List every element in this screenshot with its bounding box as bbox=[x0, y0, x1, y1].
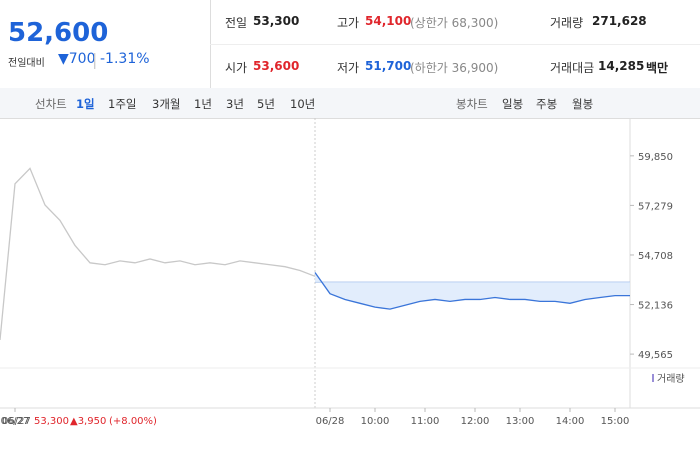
note-change: ▲3,950 bbox=[70, 416, 106, 427]
tab[interactable]: 1일 bbox=[76, 97, 95, 111]
x-tick-label: 11:00 bbox=[411, 416, 440, 427]
tab[interactable]: 10년 bbox=[290, 97, 316, 111]
stat-note: (하한가 36,900) bbox=[410, 61, 499, 75]
tab[interactable]: 5년 bbox=[257, 97, 275, 111]
y-tick-label: 49,565 bbox=[638, 350, 673, 361]
tab[interactable]: 3개월 bbox=[152, 97, 181, 111]
x-tick-label: 13:00 bbox=[506, 416, 535, 427]
x-tick-label: 15:00 bbox=[601, 416, 630, 427]
note-close: 53,300 bbox=[34, 416, 69, 427]
tab[interactable]: 월봉 bbox=[572, 97, 594, 111]
tab[interactable]: 일봉 bbox=[502, 97, 524, 111]
tab[interactable]: 3년 bbox=[226, 97, 244, 111]
divider bbox=[210, 44, 700, 45]
stat-label: 거래량 bbox=[550, 16, 584, 30]
stat-label: 저가 bbox=[337, 61, 360, 75]
stat-value: 53,600 bbox=[253, 59, 300, 73]
x-tick-label: 12:00 bbox=[461, 416, 490, 427]
change-pct: -1.31% bbox=[100, 51, 150, 67]
divider: | bbox=[92, 50, 98, 69]
stat-note: 백만 bbox=[646, 61, 669, 75]
tab-label: 봉차트 bbox=[456, 97, 488, 111]
price: 52,600 bbox=[8, 18, 109, 48]
stat-label: 시가 bbox=[225, 61, 248, 75]
x-tick-label: 06/28 bbox=[316, 416, 345, 427]
stat-note: (상한가 68,300) bbox=[410, 16, 499, 30]
note-pct: (+8.00%) bbox=[109, 416, 157, 427]
stat-label: 전일 bbox=[225, 16, 248, 30]
change: ▼700 bbox=[58, 51, 96, 67]
tab-bar: 선차트 1일 1주일 3개월 1년 3년 5년 10년 봉차트 일봉 주봉 월봉 bbox=[0, 88, 700, 119]
stat-label: 고가 bbox=[337, 16, 360, 30]
legend-swatch bbox=[652, 374, 654, 382]
y-tick-label: 57,279 bbox=[638, 201, 673, 212]
tab-label: 선차트 bbox=[35, 97, 67, 111]
y-tick-label: 52,136 bbox=[638, 301, 673, 312]
area bbox=[315, 272, 630, 310]
stat-value: 53,300 bbox=[253, 14, 300, 28]
chart: 49,565 52,136 54,708 57,279 59,850 06/27 06/28… bbox=[0, 118, 700, 427]
stat-value: 14,285 bbox=[598, 59, 645, 73]
x-tick-label: 06/27 bbox=[1, 416, 30, 427]
tab[interactable]: 1주일 bbox=[108, 97, 137, 111]
change-label: 전일대비 bbox=[8, 58, 45, 69]
tab[interactable]: 주봉 bbox=[536, 97, 558, 111]
note-date: 06/27 bbox=[2, 416, 31, 427]
legend-label: 거래량 bbox=[657, 373, 685, 385]
line-series bbox=[0, 167, 316, 341]
y-tick-label: 54,708 bbox=[638, 251, 673, 262]
x-tick-label: 14:00 bbox=[556, 416, 585, 427]
summary-header: 52,600 전일대비 ▼700 | -1.31% 전일 53,300 고가 54,1… bbox=[0, 0, 700, 89]
stat-value: 54,100 bbox=[365, 14, 412, 28]
stat-value: 271,628 bbox=[592, 14, 647, 28]
stat-label: 거래대금 bbox=[550, 61, 595, 75]
line-series bbox=[314, 272, 630, 310]
y-tick-label: 59,850 bbox=[638, 152, 673, 163]
tab[interactable]: 1년 bbox=[194, 97, 212, 111]
stat-value: 51,700 bbox=[365, 59, 412, 73]
x-tick-label: 10:00 bbox=[361, 416, 390, 427]
